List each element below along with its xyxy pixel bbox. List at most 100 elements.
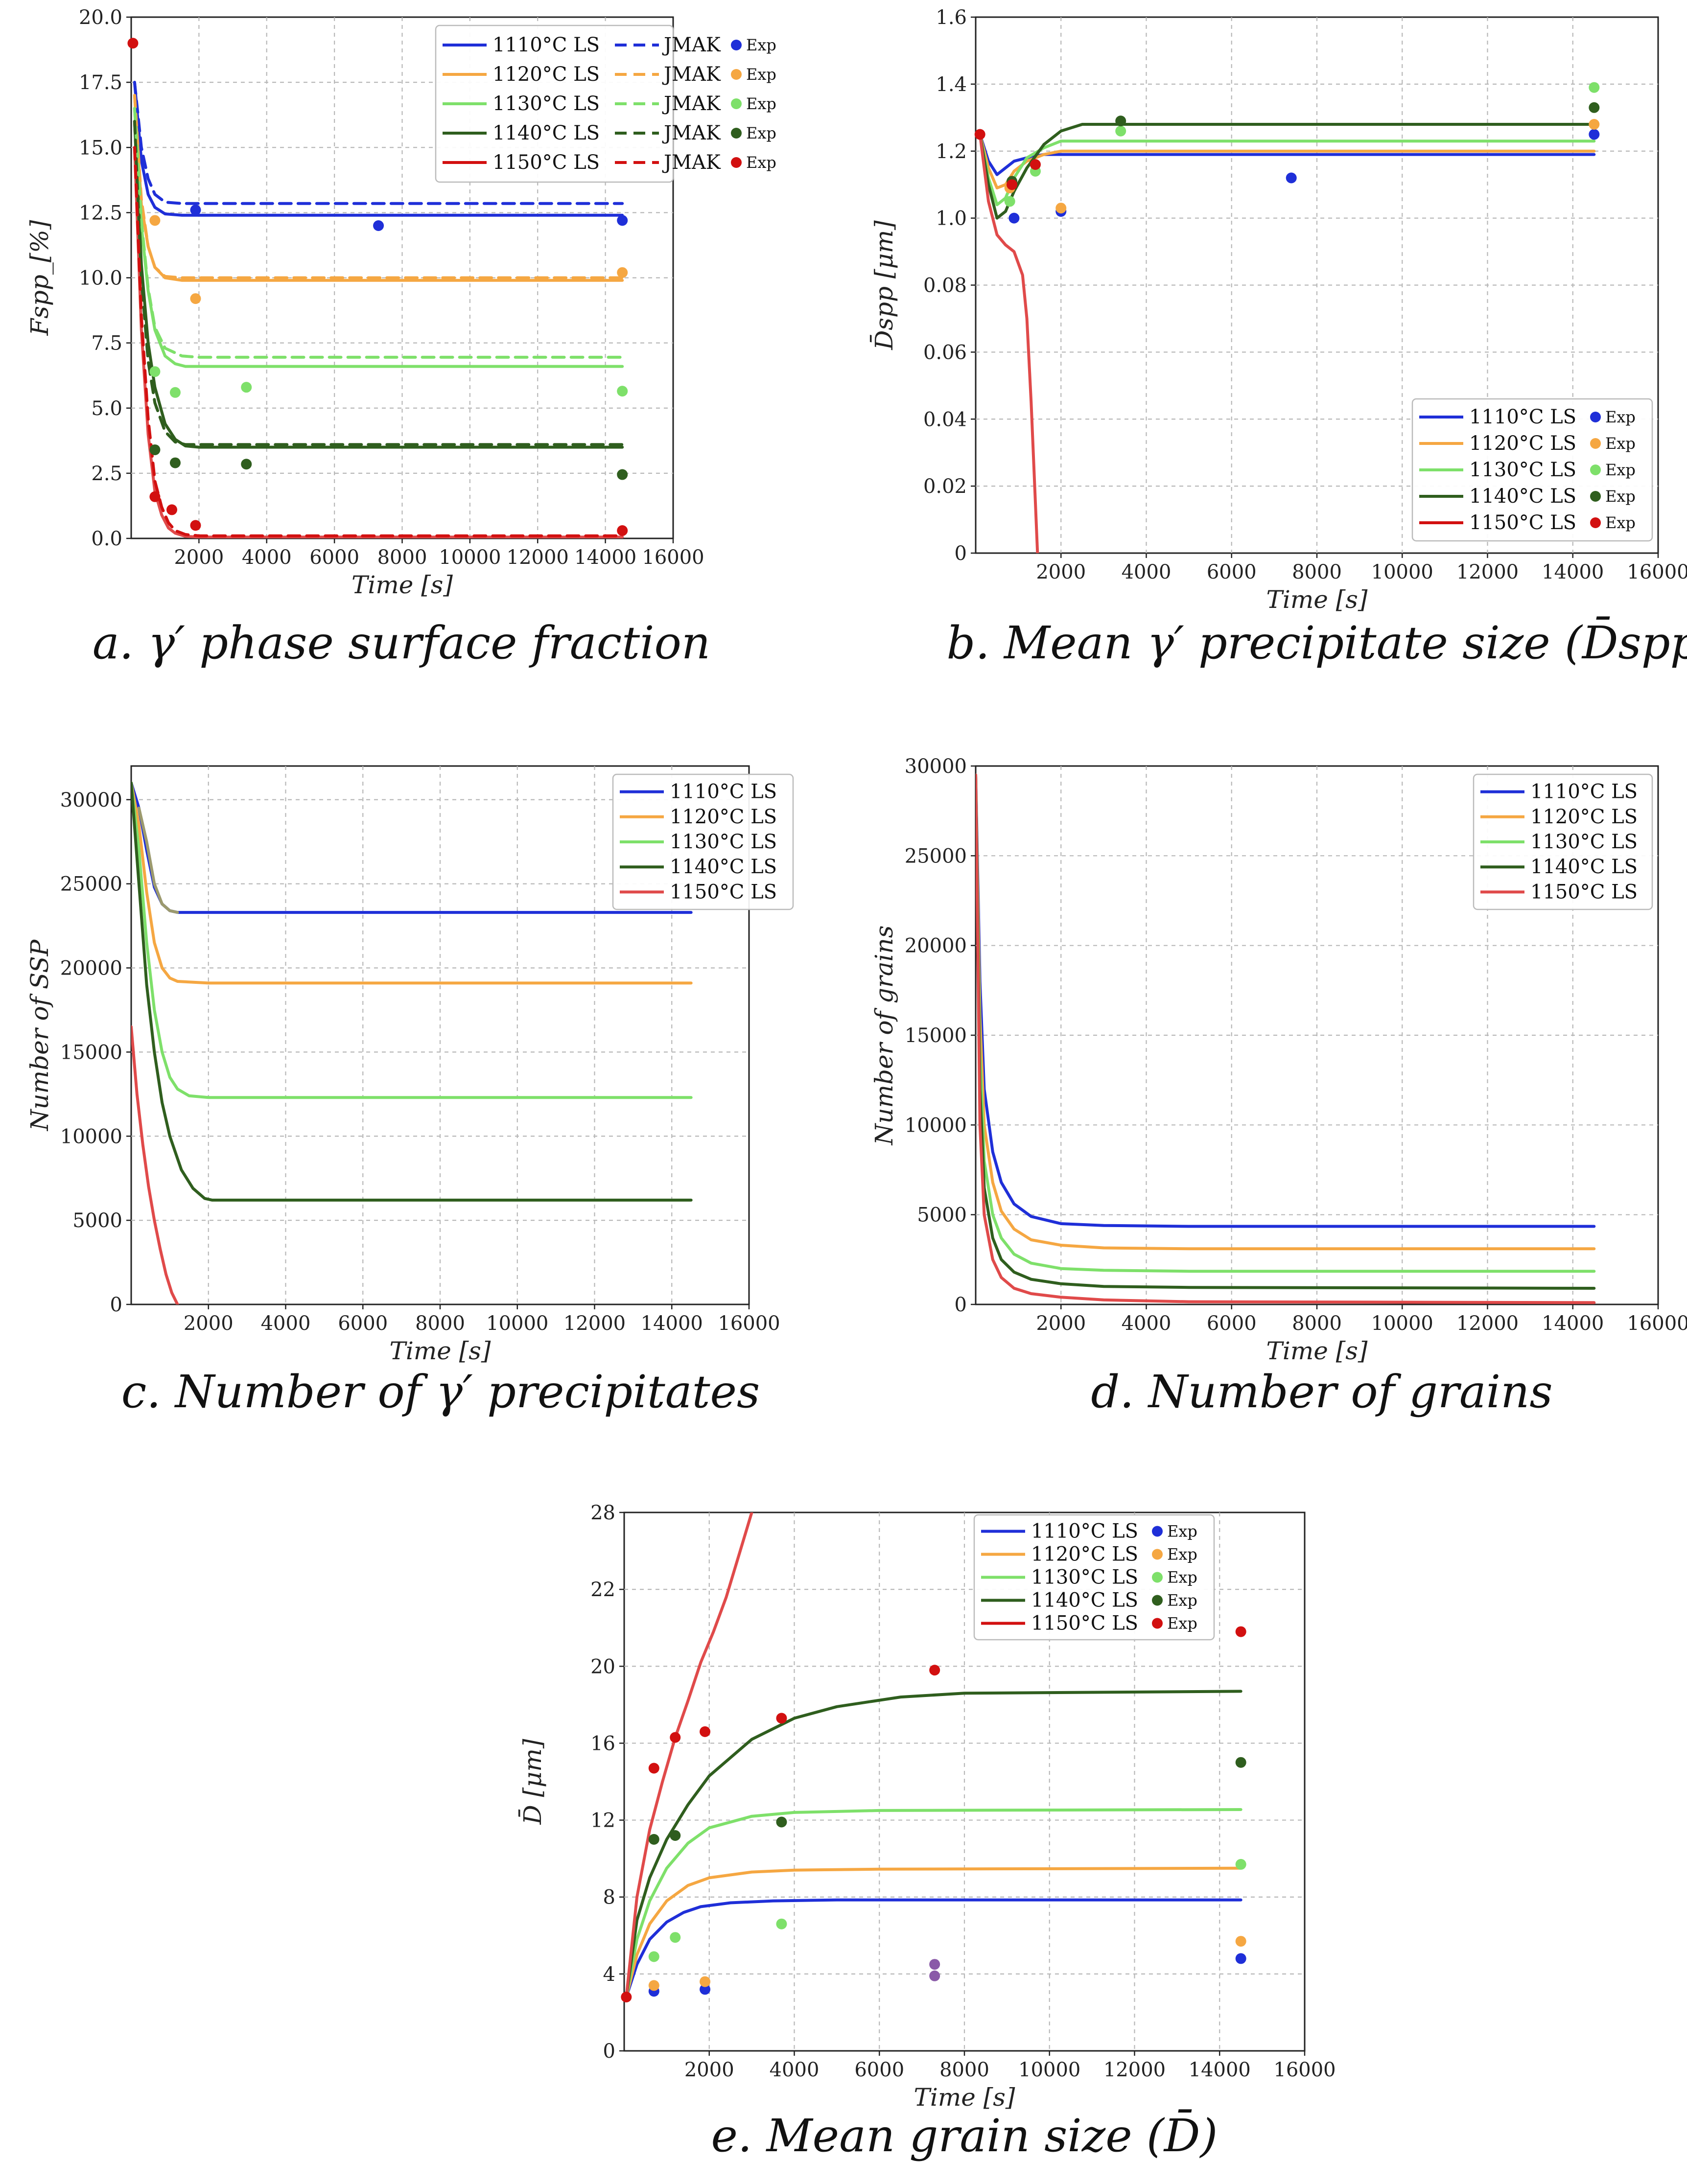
chart-caption: c. Number of γ′ precipitates <box>121 1366 760 1418</box>
series-line-1150-c-ls <box>131 1025 179 1304</box>
legend-swatch-marker <box>1152 1572 1163 1583</box>
y-tick-label: 12.5 <box>79 202 122 224</box>
y-tick-label: 20.0 <box>79 6 122 29</box>
exp-point-1140-c-exp <box>670 1830 681 1841</box>
x-tick-label: 2000 <box>684 2059 734 2081</box>
y-axis-label: Fspp_[%] <box>25 220 54 336</box>
legend-swatch-marker <box>731 40 742 50</box>
chart-d: 2000 4000 6000 8000 10000 12000 14000 16000 0 500… <box>870 755 1687 1418</box>
legend-label: Exp <box>746 36 776 54</box>
exp-point-1150-c-exp <box>670 1732 681 1743</box>
exp-point-1120-c-exp <box>190 293 201 304</box>
legend-label: Exp <box>746 124 776 142</box>
legend: 1110°C LS JMAK Exp 1120°C LS JMAK Exp 1130°C L… <box>435 24 776 183</box>
x-axis-label: Time [s] <box>1266 1337 1368 1365</box>
x-tick-label: 16000 <box>1273 2059 1336 2081</box>
y-tick-label: 20000 <box>60 957 122 980</box>
y-tick-label: 8 <box>603 1886 615 1909</box>
series-line-1130-c-ls <box>131 781 693 1099</box>
chart-caption: e. Mean grain size (D̄) <box>711 2109 1218 2162</box>
x-tick-label: 16000 <box>642 546 704 569</box>
y-tick-label: 17.5 <box>79 71 122 94</box>
legend-swatch-marker <box>1590 412 1601 422</box>
legend-swatch-marker <box>1152 1595 1163 1606</box>
y-tick-label: 0.08 <box>923 275 967 297</box>
y-tick-label: 25000 <box>905 845 967 867</box>
y-tick-label: 10000 <box>905 1114 967 1137</box>
legend-label: Exp <box>1605 461 1636 479</box>
series-group <box>131 781 693 1304</box>
x-axis-label: Time [s] <box>1266 585 1368 614</box>
y-tick-label: 20000 <box>905 935 967 957</box>
y-tick-label: 10000 <box>60 1125 122 1148</box>
exp-point-1150-c-exp <box>190 520 201 531</box>
series-line-transition <box>137 806 179 914</box>
y-tick-label: 30000 <box>905 755 967 778</box>
y-tick-label: 12 <box>590 1810 615 1832</box>
exp-point-1150-c-exp <box>1235 1626 1246 1637</box>
chart-b: 2000 4000 6000 8000 10000 12000 14000 16000 0 0.0… <box>869 6 1687 669</box>
legend-box <box>435 24 674 183</box>
exp-point-1150-c-exp <box>700 1726 711 1737</box>
exp-point-1140-c-exp <box>648 1834 659 1845</box>
x-tick-label: 14000 <box>641 1312 703 1335</box>
x-tick-label: 4000 <box>261 1312 311 1335</box>
legend-label: Exp <box>1605 408 1636 426</box>
exp-point-1130-c-exp <box>1235 1859 1246 1870</box>
exp-point-1150-c-exp <box>166 504 178 515</box>
exp-point-1120-c-exp <box>1055 203 1067 214</box>
chart-caption: d. Number of grains <box>1091 1366 1552 1418</box>
series-group <box>978 123 1596 553</box>
legend-label: Exp <box>746 153 776 172</box>
exp-point-1110-c-exp <box>1008 212 1020 224</box>
x-tick-label: 12000 <box>1103 2059 1166 2081</box>
y-tick-label: 0.02 <box>923 475 967 498</box>
x-tick-label: 2000 <box>1036 1312 1086 1335</box>
legend-label: Exp <box>1605 487 1636 506</box>
legend-label: 1150°C LS <box>670 881 777 903</box>
exp-point-1150-c-exp <box>621 1992 632 2002</box>
exp-point-8000s-exp <box>929 1959 940 1970</box>
legend-label: 1130°C LS <box>1031 1566 1138 1589</box>
exp-point-1130-c-exp <box>241 382 252 393</box>
exp-point-1150-c-exp <box>617 525 628 536</box>
legend-swatch-marker <box>731 128 742 139</box>
series-line-1150-c-jmak <box>133 146 624 537</box>
x-tick-label: 6000 <box>309 546 359 569</box>
exp-point-1140-c-exp <box>776 1816 787 1828</box>
legend-label: Exp <box>746 65 776 84</box>
x-tick-label: 4000 <box>242 546 292 569</box>
series-line-1110-c-ls <box>625 1898 1242 1998</box>
legend-swatch-marker <box>1590 438 1601 449</box>
x-tick-label: 6000 <box>1207 561 1257 583</box>
legend-label: 1130°C LS <box>1530 831 1638 853</box>
exp-point-1110-c-exp <box>190 205 201 216</box>
y-tick-label: 0 <box>110 1294 122 1316</box>
legend: 1110°C LS 1120°C LS 1130°C LS 1140°C LS 1150… <box>612 773 794 910</box>
y-axis-label: D̄ [μm] <box>518 1739 547 1825</box>
legend-box <box>973 1514 1215 1641</box>
x-tick-label: 4000 <box>1122 561 1172 583</box>
x-tick-label: 12000 <box>1456 561 1519 583</box>
y-tick-label: 7.5 <box>91 332 122 355</box>
series-line-1140-c-ls <box>131 781 693 1202</box>
legend-label: 1140°C LS <box>492 122 600 144</box>
series-line-1150-c-ls <box>625 1512 753 1998</box>
exp-point-1120-c-exp <box>648 1980 659 1991</box>
x-tick-label: 4000 <box>1122 1312 1172 1335</box>
exp-point-1120-c-exp <box>149 215 161 226</box>
legend-label: Exp <box>1605 513 1636 532</box>
series-line-1150-c-ls <box>976 773 1596 1304</box>
series-line-1130-c-jmak <box>133 107 624 359</box>
y-tick-label: 0.06 <box>923 341 967 364</box>
exp-point-1150-c-exp <box>929 1665 940 1676</box>
series-group <box>976 773 1596 1304</box>
legend-label: JMAK <box>662 63 721 86</box>
legend-label: 1150°C LS <box>1469 511 1576 534</box>
x-axis-label: Time [s] <box>914 2083 1015 2112</box>
exp-point-1110-c-exp <box>1235 1953 1246 1964</box>
exp-point-1130-c-exp <box>617 386 628 397</box>
x-tick-label: 8000 <box>1292 561 1342 583</box>
legend-label: 1120°C LS <box>492 63 600 86</box>
y-tick-label: 1.6 <box>936 6 967 29</box>
